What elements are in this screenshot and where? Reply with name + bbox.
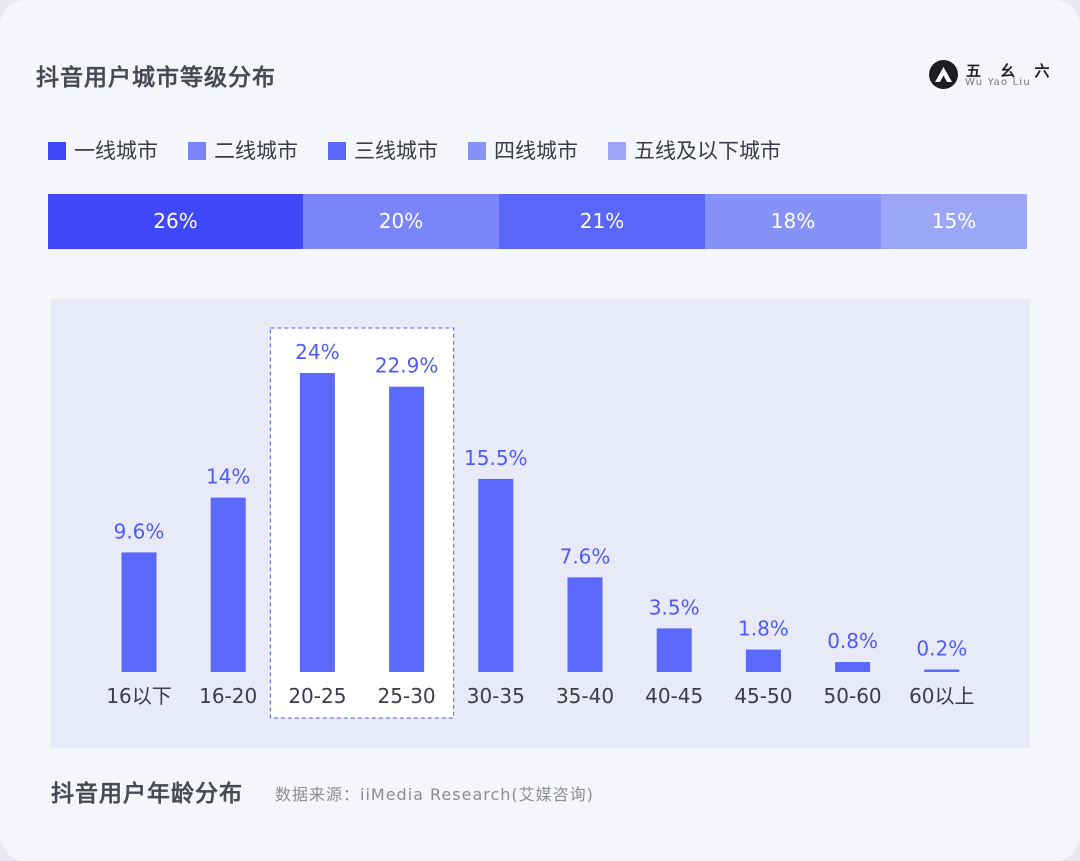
brand-mark-icon bbox=[929, 60, 958, 89]
bar-60以上 bbox=[924, 669, 960, 672]
value-label: 0.8% bbox=[827, 629, 878, 653]
x-tick-label: 50-60 bbox=[824, 684, 882, 708]
highlight-box bbox=[269, 327, 455, 719]
age-chart-title: 抖音用户年龄分布 bbox=[51, 781, 243, 807]
x-tick-label: 35-40 bbox=[556, 684, 614, 708]
bar-40-45 bbox=[656, 628, 692, 672]
x-tick-label: 16以下 bbox=[106, 684, 171, 708]
x-tick-label: 40-45 bbox=[645, 684, 703, 708]
brand-name-en: Wu Yao Liu bbox=[965, 77, 1031, 88]
stack-segment-tier1: 26% bbox=[48, 194, 303, 249]
city-tier-stacked-bar: 26% 20% 21% 18% 15% bbox=[48, 194, 1027, 249]
stack-segment-tier4: 18% bbox=[705, 194, 881, 249]
bar-30-35 bbox=[478, 478, 514, 672]
value-label: 1.8% bbox=[738, 617, 789, 641]
value-label: 22.9% bbox=[375, 354, 439, 378]
bar-16-20 bbox=[210, 497, 246, 672]
value-label: 0.2% bbox=[916, 637, 967, 661]
legend-swatch bbox=[468, 142, 486, 160]
data-source: 数据来源：iiMedia Research(艾媒咨询) bbox=[275, 785, 594, 804]
x-tick-label: 60以上 bbox=[909, 684, 974, 708]
value-label: 7.6% bbox=[560, 544, 611, 568]
legend-swatch bbox=[328, 142, 346, 160]
value-label: 9.6% bbox=[114, 519, 165, 543]
bar-50-60 bbox=[835, 662, 871, 672]
bar-35-40 bbox=[567, 577, 603, 672]
legend-label: 五线及以下城市 bbox=[634, 139, 781, 163]
legend-swatch bbox=[608, 142, 626, 160]
legend-label: 一线城市 bbox=[74, 139, 158, 163]
x-tick-label: 16-20 bbox=[199, 684, 257, 708]
x-tick-label: 30-35 bbox=[467, 684, 525, 708]
legend-label: 二线城市 bbox=[214, 139, 298, 163]
age-chart-panel: 9.6% 16以下 14% 16-20 24% 20-25 22.9% 25-30 15.5% 3… bbox=[51, 299, 1030, 748]
bar-25-30 bbox=[389, 386, 425, 672]
value-label: 24% bbox=[295, 340, 339, 364]
stack-segment-tier2: 20% bbox=[303, 194, 499, 249]
brand-logo: 五 幺 六 Wu Yao Liu bbox=[929, 60, 1049, 92]
legend-label: 三线城市 bbox=[354, 139, 438, 163]
value-label: 15.5% bbox=[464, 446, 528, 470]
legend-label: 四线城市 bbox=[494, 139, 578, 163]
stack-segment-tier3: 21% bbox=[499, 194, 705, 249]
stack-segment-tier5: 15% bbox=[881, 194, 1027, 249]
x-tick-label: 25-30 bbox=[378, 684, 436, 708]
x-tick-label: 45-50 bbox=[734, 684, 792, 708]
city-tier-title: 抖音用户城市等级分布 bbox=[36, 65, 276, 91]
age-bar-chart: 9.6% 16以下 14% 16-20 24% 20-25 22.9% 25-30 15.5% 3… bbox=[106, 327, 975, 719]
x-tick-label: 20-25 bbox=[288, 684, 346, 708]
bar-16以下 bbox=[121, 552, 157, 672]
brand-name-cn: 五 幺 六 bbox=[966, 62, 1057, 80]
value-label: 14% bbox=[206, 465, 250, 489]
bar-20-25 bbox=[299, 373, 335, 672]
value-label: 3.5% bbox=[649, 595, 700, 619]
bar-45-50 bbox=[745, 649, 781, 672]
legend-swatch bbox=[48, 142, 66, 160]
legend-swatch bbox=[188, 142, 206, 160]
